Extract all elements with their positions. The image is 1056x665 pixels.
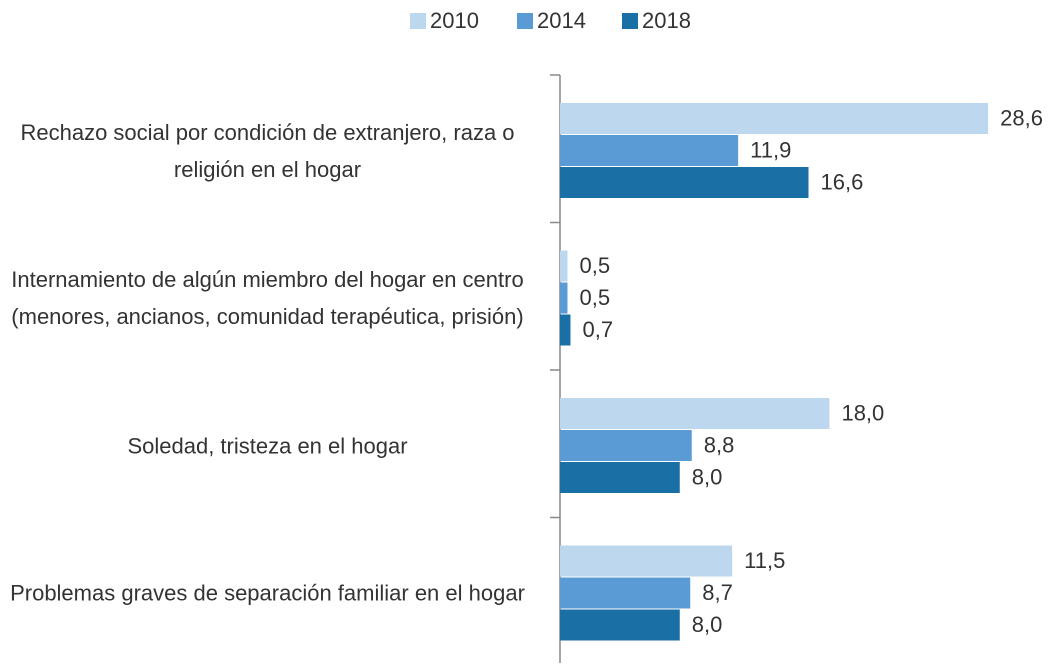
value-label: 18,0 bbox=[841, 400, 884, 425]
value-label: 28,6 bbox=[1000, 105, 1043, 130]
value-label: 16,6 bbox=[820, 169, 863, 194]
bar bbox=[560, 609, 680, 641]
value-label: 0,7 bbox=[582, 317, 613, 342]
value-label: 8,0 bbox=[692, 612, 723, 637]
legend-swatch bbox=[622, 13, 638, 29]
bar bbox=[560, 462, 680, 493]
bar bbox=[560, 282, 568, 314]
bar bbox=[560, 545, 733, 577]
value-label: 11,5 bbox=[744, 548, 785, 573]
legend-label: 2010 bbox=[430, 8, 479, 33]
legend-label: 2014 bbox=[537, 8, 586, 33]
bar bbox=[560, 398, 830, 429]
bar bbox=[560, 314, 571, 346]
category-label: Problemas graves de separación familiar … bbox=[10, 580, 525, 606]
bar bbox=[560, 167, 809, 198]
bar bbox=[560, 577, 691, 609]
value-label: 11,9 bbox=[750, 137, 791, 162]
legend-swatch bbox=[410, 13, 426, 29]
category-label: Internamiento de algún miembro del hogar… bbox=[11, 267, 524, 329]
value-label: 8,7 bbox=[702, 580, 733, 605]
legend-label: 2018 bbox=[642, 8, 691, 33]
bar bbox=[560, 103, 989, 134]
legend-swatch bbox=[517, 13, 533, 29]
category-label: Soledad, tristeza en el hogar bbox=[127, 433, 408, 458]
value-label: 0,5 bbox=[579, 285, 610, 310]
value-label: 0,5 bbox=[579, 253, 610, 278]
value-label: 8,0 bbox=[692, 464, 723, 489]
value-label: 8,8 bbox=[704, 432, 735, 457]
category-label: Rechazo social por condición de extranje… bbox=[20, 119, 515, 182]
bar bbox=[560, 250, 568, 282]
bar bbox=[560, 430, 692, 461]
bar bbox=[560, 135, 739, 166]
